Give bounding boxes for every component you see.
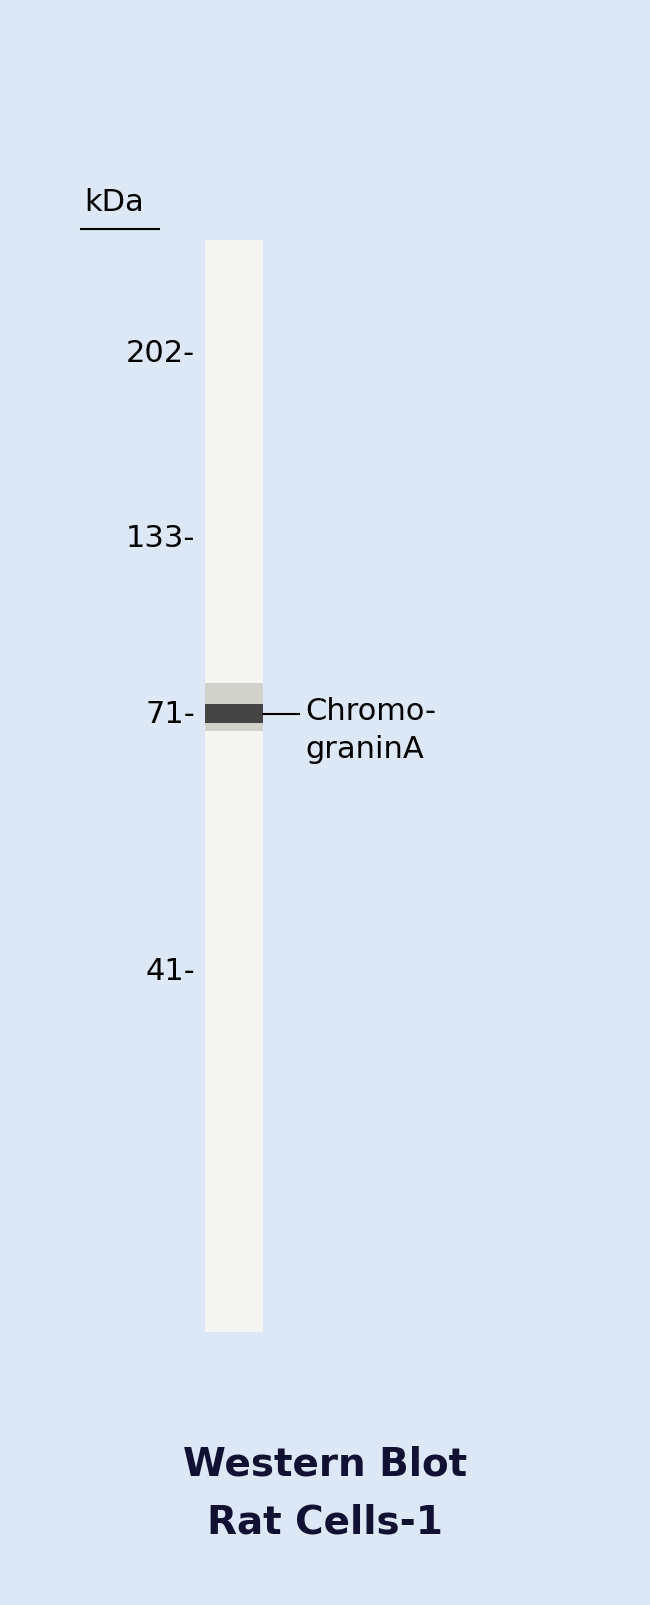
Text: kDa: kDa	[84, 188, 144, 217]
Text: 71-: 71-	[145, 700, 195, 729]
Text: Rat Cells-1: Rat Cells-1	[207, 1502, 443, 1541]
Text: 133-: 133-	[125, 523, 195, 552]
Text: 41-: 41-	[145, 957, 195, 985]
Text: 202-: 202-	[126, 339, 195, 368]
Text: Western Blot: Western Blot	[183, 1444, 467, 1483]
Bar	[205, 705, 263, 724]
Text: Chromo-
graninA: Chromo- graninA	[306, 697, 437, 764]
Bar	[205, 684, 263, 732]
Bar	[205, 241, 263, 1332]
